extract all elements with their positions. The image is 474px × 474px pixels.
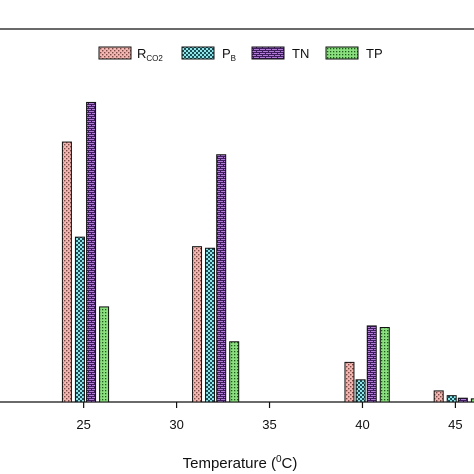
bar-series-1-3 [446,395,457,403]
bar-series-2-3 [457,397,468,403]
legend-entry-pb: PB [181,46,236,63]
x-ticks-group: 25 30 35 40 45 [76,402,463,432]
legend-swatch-pb [181,46,215,60]
bar-series-3-0 [99,306,110,403]
legend-label-rco2: RCO2 [137,46,163,63]
legend-label-pb: PB [222,46,236,63]
x-axis-title-sup: 0 [276,454,282,465]
bar-series-1-2 [355,379,366,403]
bar-series-1-0 [74,236,85,403]
bar-series-0-2 [344,361,355,403]
x-tick-label-3: 40 [355,417,369,432]
bar-series-2-1 [216,154,227,403]
bar-series-0-0 [61,141,72,403]
x-tick-label-4: 45 [448,417,462,432]
bar-series-2-2 [366,325,377,403]
bar-series-0-1 [192,246,203,403]
bar-series-1-1 [205,247,216,403]
legend-entry-tp: TP [325,46,383,61]
legend-entry-tn: TN [251,46,309,61]
bar-series-3-1 [229,341,240,403]
bar-series-2-0 [86,101,97,403]
bar-series-0-3 [433,390,444,403]
legend-label-tn: TN [292,46,309,61]
legend-entry-rco2: RCO2 [98,46,163,63]
bar-series-3-2 [379,327,390,403]
legend-swatch-rco2 [98,46,132,60]
x-tick-label-0: 25 [76,417,90,432]
x-axis-title-suffix: C) [282,455,298,472]
x-tick-label-2: 35 [262,417,276,432]
bars-group [61,101,474,403]
legend-label-tp: TP [366,46,383,61]
x-axis-title: Temperature (0C) [183,454,298,472]
legend-swatch-tn [251,46,285,60]
legend: RCO2 PB TN TP [98,46,383,63]
legend-swatch-tp [325,46,359,60]
x-tick-label-1: 30 [169,417,183,432]
bar-series-3-3 [470,398,474,403]
